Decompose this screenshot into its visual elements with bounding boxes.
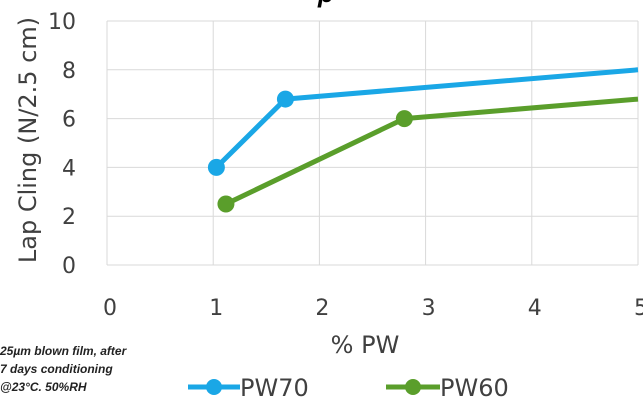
annotation-line-3: @23°C. 50%RH bbox=[0, 380, 87, 394]
gridlines bbox=[106, 20, 639, 266]
series-line-pw60 bbox=[224, 96, 639, 207]
y-tick-label: 10 bbox=[48, 10, 76, 35]
y-tick-label: 4 bbox=[62, 156, 76, 181]
y-axis-ticks: 0 2 4 6 8 10 bbox=[48, 10, 76, 279]
data-point-pw60 bbox=[217, 195, 235, 213]
x-axis-ticks: 0 1 2 3 4 5 bbox=[103, 296, 643, 321]
legend: PW70 PW60 bbox=[188, 374, 509, 402]
y-tick-label: 6 bbox=[62, 108, 76, 133]
legend-item-pw70: PW70 bbox=[188, 374, 309, 402]
x-tick-label: 5 bbox=[634, 296, 643, 321]
data-point-pw60 bbox=[395, 110, 413, 128]
legend-marker-pw60 bbox=[405, 379, 421, 395]
annotation-line-1: 25µm blown film, after bbox=[0, 344, 128, 358]
data-point-pw70 bbox=[207, 158, 225, 176]
x-tick-label: 4 bbox=[528, 296, 542, 321]
legend-item-pw60: PW60 bbox=[386, 374, 509, 402]
x-tick-label: 1 bbox=[209, 296, 223, 321]
y-tick-label: 0 bbox=[62, 254, 76, 279]
data-series bbox=[207, 67, 639, 213]
x-axis-title: % PW bbox=[331, 331, 400, 359]
chart-title: p bbox=[317, 0, 334, 8]
legend-label-pw70: PW70 bbox=[240, 374, 309, 402]
annotation-line-2: 7 days conditioning bbox=[0, 362, 113, 376]
y-axis-title: Lap Cling (N/2.5 cm) bbox=[14, 17, 42, 263]
x-tick-label: 0 bbox=[103, 296, 117, 321]
y-tick-label: 2 bbox=[62, 205, 76, 230]
x-tick-label: 2 bbox=[315, 296, 329, 321]
legend-marker-pw70 bbox=[206, 379, 222, 395]
x-tick-label: 3 bbox=[422, 296, 436, 321]
y-tick-label: 8 bbox=[62, 59, 76, 84]
data-point-pw70 bbox=[276, 90, 294, 108]
legend-label-pw60: PW60 bbox=[440, 374, 509, 402]
